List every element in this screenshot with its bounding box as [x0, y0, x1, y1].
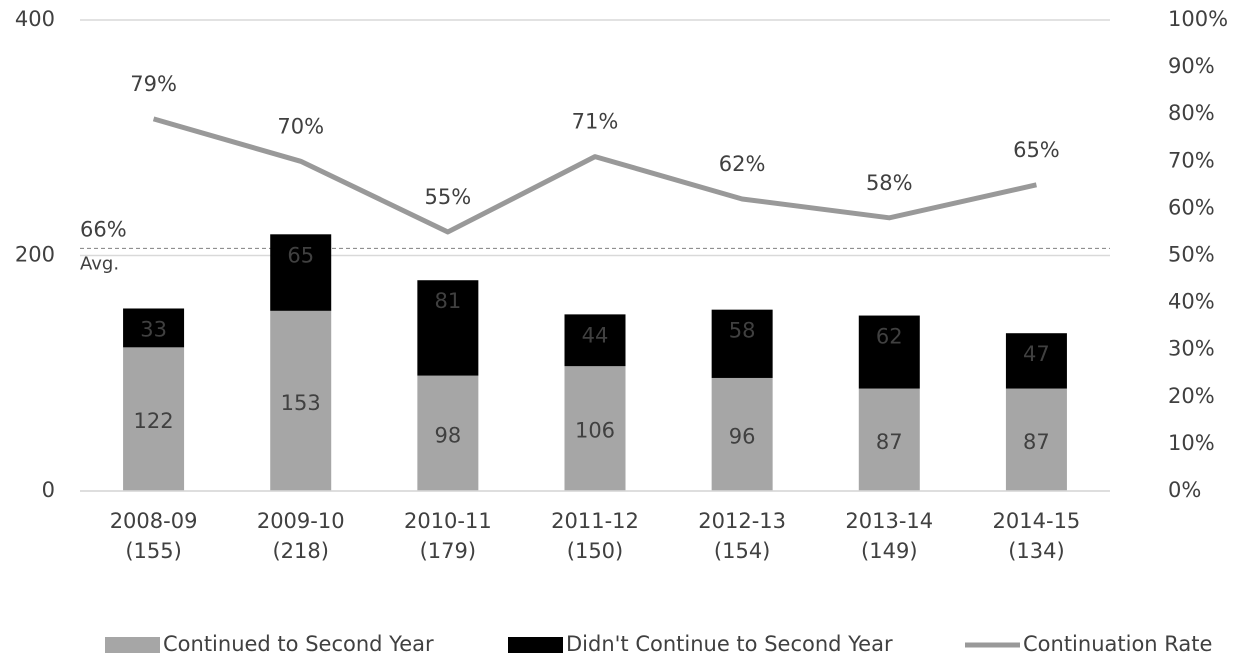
- y2-tick-label: 80%: [1168, 101, 1215, 125]
- legend-label: Continued to Second Year: [163, 632, 434, 656]
- bar-value-label: 44: [582, 323, 609, 347]
- bar-value-label: 62: [876, 325, 903, 349]
- bar-value-label: 47: [1023, 342, 1050, 366]
- bar-value-label: 122: [134, 409, 174, 433]
- bar-segment: [564, 314, 626, 367]
- x-tick-label: (150): [567, 539, 623, 563]
- y2-tick-label: 10%: [1168, 431, 1215, 455]
- y-tick-label: 200: [15, 243, 55, 267]
- x-tick-label: 2011-12: [551, 509, 639, 533]
- bar-segment: [858, 388, 920, 491]
- x-tick-label: (154): [714, 539, 770, 563]
- bar-value-label: 65: [287, 243, 314, 267]
- legend-label: Continuation Rate: [1023, 632, 1212, 656]
- y2-tick-label: 20%: [1168, 384, 1215, 408]
- x-tick-label: 2009-10: [257, 509, 345, 533]
- y2-tick-label: 100%: [1168, 7, 1228, 31]
- y2-tick-label: 0%: [1168, 478, 1201, 502]
- bar-value-label: 81: [434, 289, 461, 313]
- x-tick-label: 2014-15: [993, 509, 1081, 533]
- line-value-label: 65%: [1013, 138, 1060, 162]
- bar-segment: [270, 310, 332, 491]
- bar-value-label: 96: [729, 424, 756, 448]
- bar-value-label: 87: [876, 430, 903, 454]
- bar-value-label: 87: [1023, 430, 1050, 454]
- bar-segment: [1005, 388, 1067, 491]
- legend-swatch: [508, 637, 563, 653]
- y2-tick-label: 70%: [1168, 148, 1215, 172]
- bar-segment: [123, 347, 185, 491]
- legend-label: Didn't Continue to Second Year: [566, 632, 893, 656]
- bar-segment: [564, 366, 626, 491]
- x-tick-label: 2008-09: [110, 509, 198, 533]
- x-tick-label: 2013-14: [845, 509, 933, 533]
- x-tick-label: 2010-11: [404, 509, 492, 533]
- rate-line: [152, 116, 1037, 235]
- bar-segment: [711, 309, 773, 378]
- y2-tick-label: 90%: [1168, 54, 1215, 78]
- bar-value-label: 153: [281, 391, 321, 415]
- average-text: Avg.: [80, 253, 119, 274]
- y2-tick-label: 40%: [1168, 290, 1215, 314]
- line-value-label: 70%: [277, 114, 324, 138]
- x-tick-label: (155): [125, 539, 181, 563]
- y2-tick-label: 30%: [1168, 337, 1215, 361]
- bar-value-label: 98: [434, 423, 461, 447]
- bar-value-label: 58: [729, 319, 756, 343]
- y2-tick-label: 60%: [1168, 195, 1215, 219]
- line-value-label: 58%: [866, 171, 913, 195]
- bar-segment: [270, 234, 332, 311]
- bar-segment: [711, 377, 773, 491]
- bar-value-label: 106: [575, 419, 615, 443]
- x-tick-label: (218): [272, 539, 328, 563]
- line-value-label: 79%: [130, 72, 177, 96]
- line-value-label: 55%: [425, 185, 472, 209]
- bar-segment: [858, 315, 920, 389]
- x-tick-label: (149): [861, 539, 917, 563]
- average-label: 66%: [80, 217, 127, 241]
- y2-tick-label: 50%: [1168, 243, 1215, 267]
- line-value-label: 71%: [572, 110, 619, 134]
- y-tick-label: 0: [42, 478, 55, 502]
- bar-segment: [417, 280, 479, 376]
- x-tick-label: (134): [1008, 539, 1064, 563]
- bar-segment: [123, 308, 185, 348]
- x-tick-label: 2012-13: [698, 509, 786, 533]
- y-tick-label: 400: [15, 7, 55, 31]
- x-tick-label: (179): [420, 539, 476, 563]
- bar-segment: [417, 375, 479, 491]
- bar-value-label: 33: [140, 317, 167, 341]
- line-value-label: 62%: [719, 152, 766, 176]
- legend-swatch: [105, 637, 160, 653]
- bar-segment: [1005, 333, 1067, 389]
